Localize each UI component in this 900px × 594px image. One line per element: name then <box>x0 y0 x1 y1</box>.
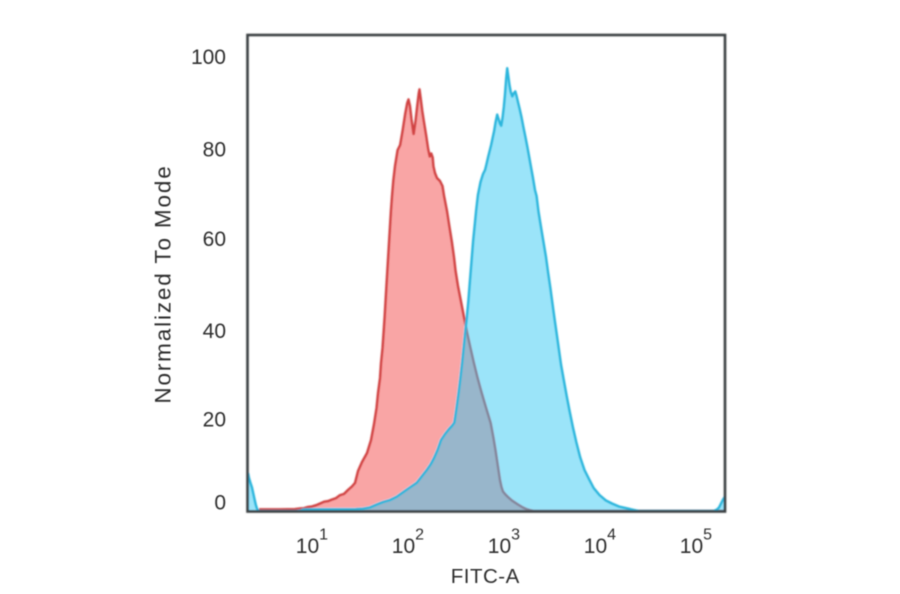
svg-text:FITC-A: FITC-A <box>451 565 520 588</box>
svg-text:20: 20 <box>203 408 226 431</box>
svg-text:Normalized To Mode: Normalized To Mode <box>150 164 175 403</box>
svg-text:80: 80 <box>203 138 226 161</box>
svg-text:60: 60 <box>203 228 226 251</box>
svg-text:100: 100 <box>191 46 226 69</box>
svg-text:0: 0 <box>214 492 226 515</box>
svg-text:40: 40 <box>203 320 226 343</box>
